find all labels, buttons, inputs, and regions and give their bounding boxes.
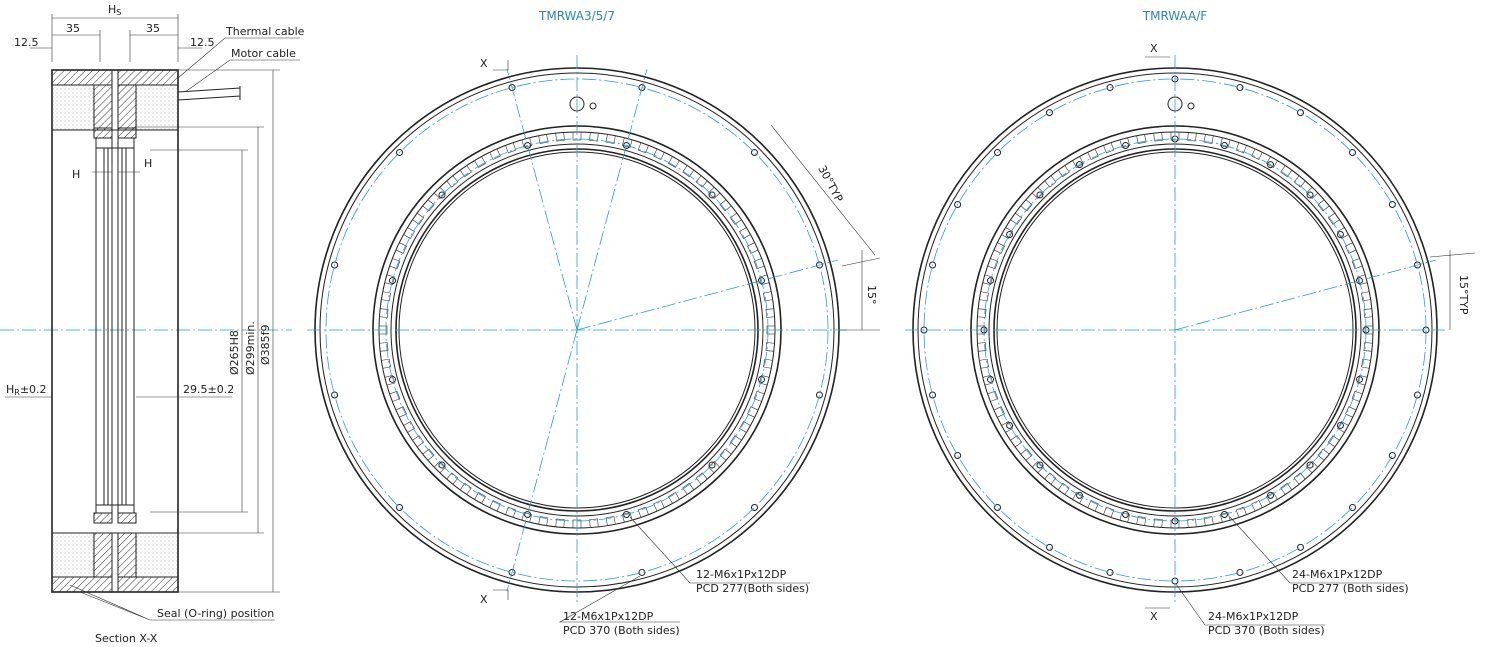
leaders <box>493 60 880 622</box>
tooth <box>447 176 458 187</box>
hole <box>1047 110 1053 116</box>
hole <box>639 569 645 575</box>
center-line <box>507 69 577 330</box>
hole <box>1123 511 1129 517</box>
potting <box>136 533 178 577</box>
flange <box>118 577 178 592</box>
dim-d385: Ø385f9 <box>259 324 272 365</box>
tooth <box>979 359 988 368</box>
dim-h: H <box>72 168 80 181</box>
tooth <box>638 143 648 153</box>
hole <box>1107 85 1113 91</box>
drawing: HS 35 35 12.5 12.5 Thermal cable Motor c… <box>0 0 1485 647</box>
hole <box>816 392 822 398</box>
rotor <box>118 513 136 523</box>
hole <box>1298 544 1304 550</box>
hole <box>1107 569 1113 575</box>
section-view: HS 35 35 12.5 12.5 Thermal cable Motor c… <box>0 3 305 645</box>
tooth <box>404 228 415 239</box>
label: Thermal cable <box>225 25 305 38</box>
tooth <box>669 493 680 504</box>
view-a: TMRWA3/5/7 X X 30°TYP 15° 12-M6x1Px12DP … <box>307 9 880 637</box>
label: Motor cable <box>231 47 296 60</box>
section-mark: X <box>1150 42 1158 55</box>
center-line <box>577 260 838 330</box>
caption: Section X-X <box>95 632 158 645</box>
dim-d299: Ø299min. <box>244 321 257 375</box>
hole <box>988 376 994 382</box>
rotor-lines <box>52 130 178 533</box>
tooth <box>413 213 424 224</box>
tooth <box>654 501 665 512</box>
port <box>590 103 596 109</box>
hole <box>1237 85 1243 91</box>
angle-label: 15° <box>865 285 878 305</box>
dim-35: 35 <box>66 22 80 35</box>
hole <box>1298 110 1304 116</box>
port <box>1188 103 1194 109</box>
stator <box>94 85 112 130</box>
tooth <box>1361 292 1370 301</box>
tooth <box>654 149 665 160</box>
hole-pcd: PCD 277 (Both sides) <box>1292 582 1409 595</box>
tooth <box>1236 143 1246 153</box>
dim-d265: Ø265H8 <box>228 330 241 375</box>
tooth <box>1252 501 1263 512</box>
hole-spec: 12-M6x1Px12DP <box>696 568 787 581</box>
dim-12-5: 12.5 <box>14 36 39 49</box>
tooth <box>763 292 772 301</box>
flange <box>52 577 112 592</box>
stator <box>118 85 136 130</box>
tooth <box>381 359 390 368</box>
stator <box>94 533 112 577</box>
angle-label: 15°TYP <box>1457 275 1470 315</box>
flange <box>52 70 112 85</box>
dim-hr: HR±0.2 <box>6 383 47 397</box>
hole-pcd: PCD 370 (Both sides) <box>563 624 680 637</box>
hole <box>1047 544 1053 550</box>
hole-spec: 24-M6x1Px12DP <box>1292 568 1383 581</box>
dim-12-5: 12.5 <box>190 36 215 49</box>
hole-spec: 24-M6x1Px12DP <box>1208 610 1299 623</box>
hole <box>1389 453 1395 459</box>
potting <box>52 85 94 130</box>
cables <box>178 86 240 100</box>
section-mark: X <box>480 57 488 70</box>
potting <box>52 533 94 577</box>
tooth <box>748 243 759 254</box>
view-b: TMRWAA/F X X 15°TYP 24-M6x1Px12DP PCD 27… <box>905 9 1475 637</box>
stator <box>118 533 136 577</box>
dim-hs: HS <box>108 3 121 17</box>
tooth <box>1346 243 1357 254</box>
dim-29-5: 29.5±0.2 <box>183 383 234 396</box>
center-line <box>1175 260 1436 330</box>
tooth <box>1045 176 1056 187</box>
angle-label: 30°TYP <box>815 163 845 204</box>
hole-pcd: PCD 370 (Both sides) <box>1208 624 1325 637</box>
tooth <box>740 228 751 239</box>
hole-pcd: PCD 277(Both sides) <box>696 582 809 595</box>
potting <box>136 85 178 130</box>
rotor <box>94 513 112 523</box>
view-title: TMRWA3/5/7 <box>538 9 615 23</box>
section-mark: X <box>1150 610 1158 623</box>
hole <box>390 376 396 382</box>
section-mark: X <box>480 593 488 606</box>
hole <box>1414 392 1420 398</box>
hole <box>1237 569 1243 575</box>
tooth <box>506 507 516 517</box>
hole-spec: 12-M6x1Px12DP <box>563 610 654 623</box>
center-line <box>507 330 577 591</box>
tooth <box>1104 507 1114 517</box>
hole <box>1389 202 1395 208</box>
view-title: TMRWAA/F <box>1142 9 1208 23</box>
dim-35: 35 <box>146 22 160 35</box>
tooth <box>1252 149 1263 160</box>
tooth <box>1011 213 1022 224</box>
hole <box>525 511 531 517</box>
label: Seal (O-ring) position <box>157 607 274 620</box>
flange <box>118 70 178 85</box>
dim-h: H <box>144 157 152 170</box>
center-line <box>577 69 647 330</box>
